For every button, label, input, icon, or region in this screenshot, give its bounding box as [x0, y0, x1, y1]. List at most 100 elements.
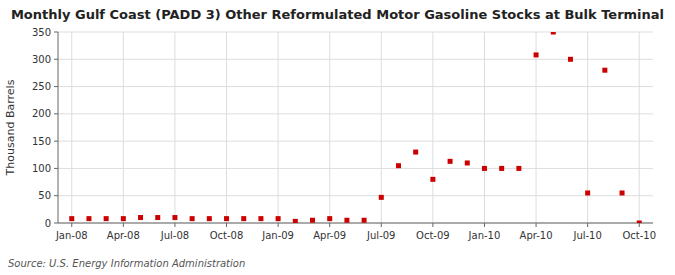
x-tick-label: Jul-08 [160, 230, 189, 241]
x-tick-label: Oct-08 [210, 230, 244, 241]
y-grid-line [58, 86, 653, 87]
point [637, 221, 642, 224]
y-tick [54, 141, 58, 142]
x-axis-line [58, 223, 653, 224]
point [155, 215, 160, 220]
x-tick [432, 223, 433, 227]
x-grid-line [174, 32, 175, 223]
point [241, 216, 246, 221]
x-grid-line [226, 32, 227, 223]
point [104, 216, 109, 221]
x-tick-label: Apr-08 [107, 230, 140, 241]
point [413, 150, 418, 155]
x-grid-line [329, 32, 330, 223]
y-tick-label: 100 [32, 163, 51, 174]
point [86, 216, 91, 221]
point [430, 177, 435, 182]
point [190, 216, 195, 221]
y-grid-line [58, 223, 653, 224]
y-grid-line [58, 113, 653, 114]
point [344, 218, 349, 223]
x-grid-line [639, 32, 640, 223]
point [138, 215, 143, 220]
y-grid-line [58, 141, 653, 142]
x-tick-label: Apr-09 [313, 230, 346, 241]
x-tick-label: Jul-09 [366, 230, 395, 241]
point [379, 195, 384, 200]
y-tick [54, 113, 58, 114]
grid [58, 32, 653, 223]
x-grid-line [278, 32, 279, 223]
point [534, 52, 539, 57]
y-tick-label: 300 [32, 54, 51, 65]
x-tick-label: Jan-10 [468, 230, 501, 241]
point [224, 216, 229, 221]
point [293, 219, 298, 223]
y-tick [54, 195, 58, 196]
point [465, 160, 470, 165]
y-tick [54, 86, 58, 87]
point [602, 68, 607, 73]
x-tick [226, 223, 227, 227]
y-grid-line [58, 168, 653, 169]
source-note: Source: U.S. Energy Information Administ… [8, 258, 245, 269]
point [482, 166, 487, 171]
x-tick [71, 223, 72, 227]
x-grid-line [536, 32, 537, 223]
x-tick [123, 223, 124, 227]
y-tick-label: 0 [45, 218, 51, 229]
x-tick-label: Oct-09 [416, 230, 450, 241]
x-tick [587, 223, 588, 227]
point [207, 216, 212, 221]
axes: 0 50 100 150 200 250 300 350 Jan-08 Apr-08 Jul-08 O… [32, 27, 656, 242]
y-tick-label: 350 [32, 27, 51, 38]
point [551, 32, 556, 35]
y-tick [54, 223, 58, 224]
y-axis-line [58, 32, 59, 223]
y-tick [54, 168, 58, 169]
point [69, 216, 74, 221]
y-tick-label: 200 [32, 108, 51, 119]
x-tick-label: Jan-08 [55, 230, 88, 241]
y-tick [54, 59, 58, 60]
y-grid-line [58, 32, 653, 33]
x-tick-label: Jul-10 [572, 230, 601, 241]
x-tick-label: Jan-09 [261, 230, 294, 241]
point [499, 166, 504, 171]
x-tick-label: Apr-10 [520, 230, 553, 241]
point [516, 166, 521, 171]
x-tick [329, 223, 330, 227]
x-tick [278, 223, 279, 227]
points [69, 32, 641, 223]
point [310, 218, 315, 223]
x-tick [174, 223, 175, 227]
x-grid-line [484, 32, 485, 223]
point [568, 57, 573, 62]
chart: 0 50 100 150 200 250 300 350 Jan-08 Apr-08 Jul-08 O… [0, 0, 675, 275]
x-tick [381, 223, 382, 227]
point [620, 190, 625, 195]
x-tick [536, 223, 537, 227]
y-grid-line [58, 195, 653, 196]
point [276, 216, 281, 221]
point [258, 216, 263, 221]
x-tick [484, 223, 485, 227]
x-grid-line [432, 32, 433, 223]
x-grid-line [123, 32, 124, 223]
x-tick [639, 223, 640, 227]
point [396, 163, 401, 168]
y-tick-label: 50 [38, 190, 51, 201]
point [121, 216, 126, 221]
y-axis-label: Thousand Barrels [4, 79, 17, 176]
y-tick-label: 250 [32, 81, 51, 92]
point [362, 218, 367, 223]
x-grid-line [381, 32, 382, 223]
point [448, 159, 453, 164]
point [172, 215, 177, 220]
y-tick-label: 150 [32, 136, 51, 147]
y-grid-line [58, 59, 653, 60]
y-tick [54, 32, 58, 33]
x-tick-label: Oct-10 [622, 230, 656, 241]
point [327, 216, 332, 221]
title: Monthly Gulf Coast (PADD 3) Other Reform… [11, 7, 664, 22]
